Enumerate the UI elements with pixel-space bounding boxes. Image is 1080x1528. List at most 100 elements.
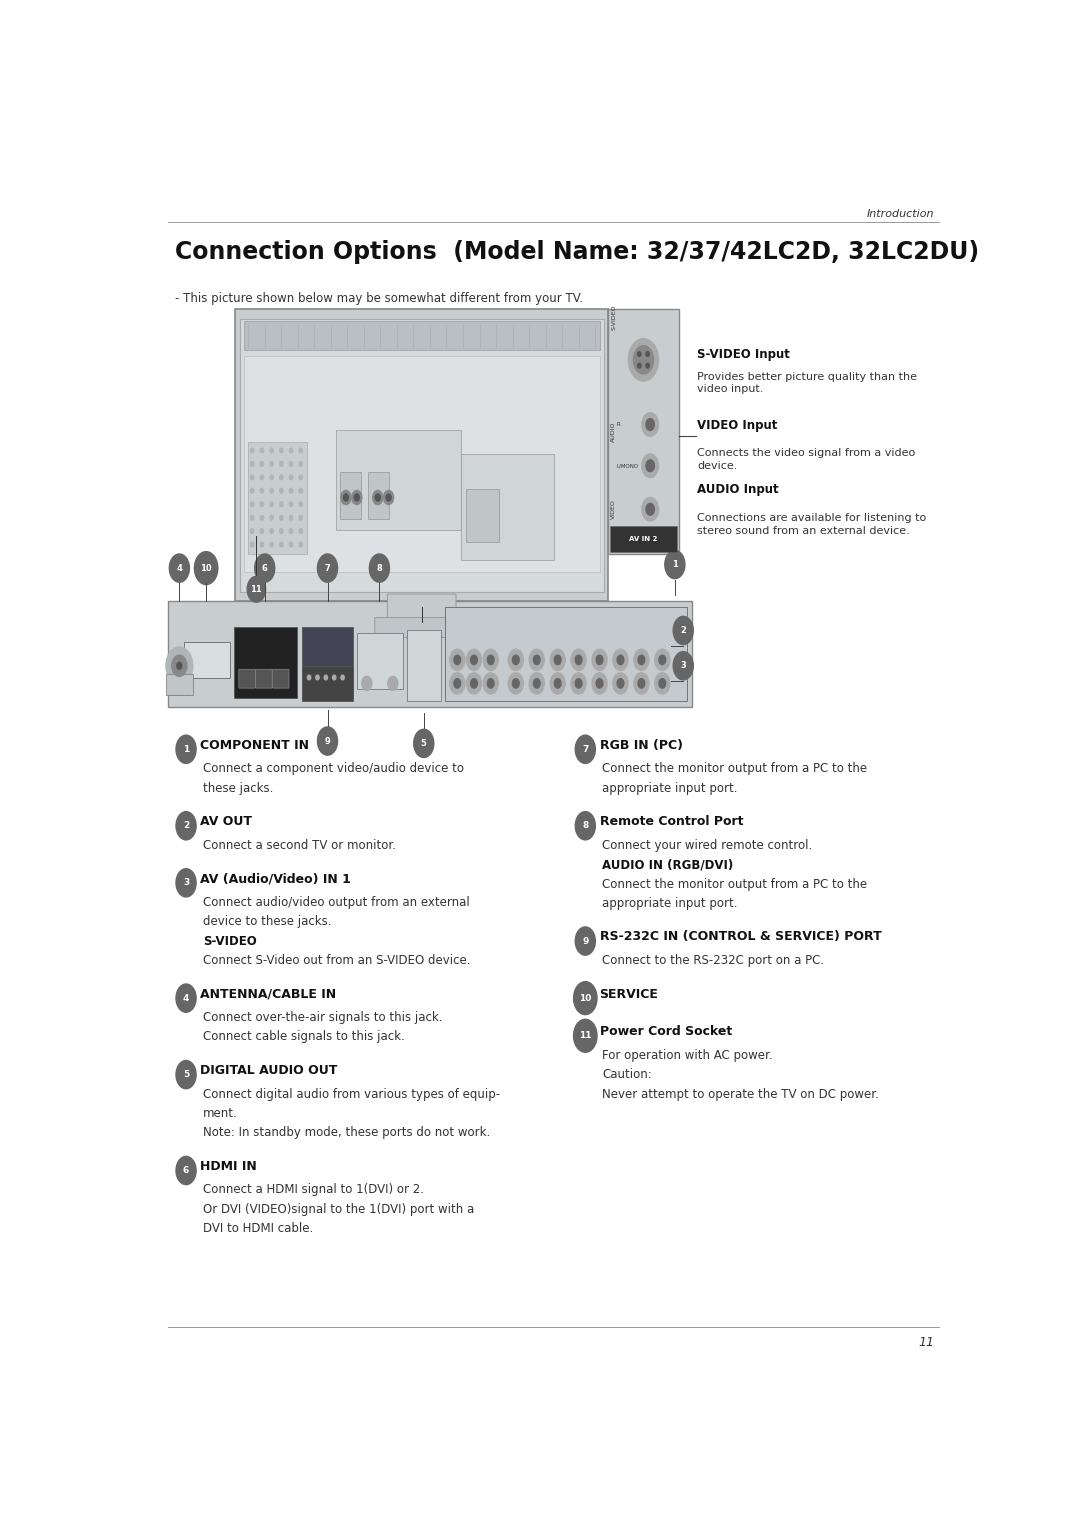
Text: Connect digital audio from various types of equip-: Connect digital audio from various types… bbox=[203, 1088, 500, 1100]
Circle shape bbox=[289, 501, 293, 507]
Circle shape bbox=[333, 675, 336, 680]
Text: R: R bbox=[617, 422, 620, 426]
Text: Connect S-Video out from an S-VIDEO device.: Connect S-Video out from an S-VIDEO devi… bbox=[203, 953, 470, 967]
Bar bbox=[184, 642, 230, 677]
Circle shape bbox=[260, 489, 264, 494]
Circle shape bbox=[383, 490, 393, 504]
Text: Connect a component video/audio device to: Connect a component video/audio device t… bbox=[203, 762, 463, 775]
Text: 2: 2 bbox=[183, 821, 189, 830]
Circle shape bbox=[270, 461, 273, 466]
Text: 9: 9 bbox=[325, 736, 330, 746]
Circle shape bbox=[299, 461, 302, 466]
Text: COMPONENT IN: COMPONENT IN bbox=[200, 738, 309, 752]
Circle shape bbox=[613, 672, 627, 694]
Circle shape bbox=[638, 678, 645, 688]
Circle shape bbox=[289, 448, 293, 452]
Circle shape bbox=[550, 649, 565, 671]
Text: Connect audio/video output from an external: Connect audio/video output from an exter… bbox=[203, 895, 470, 909]
Circle shape bbox=[352, 490, 362, 504]
Circle shape bbox=[176, 984, 197, 1012]
Circle shape bbox=[251, 489, 254, 494]
Text: (PC): (PC) bbox=[323, 657, 333, 662]
Text: For operation with AC power.: For operation with AC power. bbox=[602, 1048, 772, 1062]
Circle shape bbox=[659, 678, 665, 688]
Text: 5: 5 bbox=[183, 1070, 189, 1079]
Text: REMOTE: REMOTE bbox=[370, 666, 389, 669]
Circle shape bbox=[362, 677, 372, 691]
Text: 2: 2 bbox=[680, 626, 686, 636]
Circle shape bbox=[471, 656, 477, 665]
Bar bbox=[367, 472, 389, 518]
Text: Connect your wired remote control.: Connect your wired remote control. bbox=[602, 839, 812, 851]
Text: Connects the video signal from a video
device.: Connects the video signal from a video d… bbox=[698, 448, 916, 471]
Text: Connect cable signals to this jack.: Connect cable signals to this jack. bbox=[203, 1030, 405, 1044]
Text: AUDIO IN (RGB/DVI): AUDIO IN (RGB/DVI) bbox=[602, 859, 733, 871]
Circle shape bbox=[177, 662, 181, 669]
Bar bbox=[465, 489, 499, 542]
Circle shape bbox=[529, 649, 544, 671]
Text: SERVICE: SERVICE bbox=[599, 987, 659, 1001]
Circle shape bbox=[634, 345, 653, 374]
Circle shape bbox=[576, 735, 595, 764]
Circle shape bbox=[487, 678, 494, 688]
Bar bbox=[175, 672, 190, 683]
Text: CONTROL: CONTROL bbox=[369, 675, 390, 678]
Text: 9: 9 bbox=[582, 937, 589, 946]
Circle shape bbox=[260, 515, 264, 520]
Circle shape bbox=[280, 542, 283, 547]
Text: ANTENNA/
CABLE IN: ANTENNA/ CABLE IN bbox=[168, 689, 190, 697]
Circle shape bbox=[596, 678, 603, 688]
Circle shape bbox=[176, 1060, 197, 1089]
Circle shape bbox=[176, 1157, 197, 1184]
Circle shape bbox=[571, 649, 586, 671]
Text: Connection Options  (Model Name: 32/37/42LC2D, 32LC2DU): Connection Options (Model Name: 32/37/42… bbox=[175, 240, 980, 264]
Text: Connect a second TV or monitor.: Connect a second TV or monitor. bbox=[203, 839, 395, 851]
Circle shape bbox=[659, 656, 665, 665]
Text: Power Cord Socket: Power Cord Socket bbox=[599, 1025, 732, 1038]
Text: DVI to HDMI cable.: DVI to HDMI cable. bbox=[203, 1222, 313, 1235]
Text: S-VIDEO: S-VIDEO bbox=[612, 304, 617, 330]
Circle shape bbox=[341, 675, 345, 680]
Circle shape bbox=[280, 475, 283, 480]
Circle shape bbox=[299, 475, 302, 480]
Text: AUDIO Input: AUDIO Input bbox=[698, 483, 779, 497]
Bar bbox=[233, 626, 297, 697]
Circle shape bbox=[487, 656, 494, 665]
Text: Provides better picture quality than the
video input.: Provides better picture quality than the… bbox=[698, 371, 918, 394]
Circle shape bbox=[170, 555, 189, 582]
Circle shape bbox=[673, 651, 693, 680]
Circle shape bbox=[646, 351, 649, 356]
Text: S-VIDEO Input: S-VIDEO Input bbox=[698, 348, 791, 361]
Circle shape bbox=[270, 529, 273, 533]
FancyBboxPatch shape bbox=[272, 669, 289, 688]
Circle shape bbox=[617, 656, 624, 665]
Text: VIDEO Input: VIDEO Input bbox=[698, 419, 778, 432]
Circle shape bbox=[509, 649, 524, 671]
Text: 7: 7 bbox=[325, 564, 330, 573]
Circle shape bbox=[251, 529, 254, 533]
Circle shape bbox=[251, 542, 254, 547]
Text: RS-232C IN (CONTROL & SERVICE) PORT: RS-232C IN (CONTROL & SERVICE) PORT bbox=[599, 931, 881, 943]
Circle shape bbox=[646, 460, 654, 472]
FancyBboxPatch shape bbox=[235, 309, 608, 601]
Circle shape bbox=[573, 1019, 597, 1053]
Text: device to these jacks.: device to these jacks. bbox=[203, 915, 332, 927]
Circle shape bbox=[576, 678, 582, 688]
Bar bbox=[166, 674, 192, 695]
Text: DIGITAL
AUDIO
OUT: DIGITAL AUDIO OUT bbox=[416, 681, 432, 694]
Text: 11: 11 bbox=[251, 585, 262, 594]
Circle shape bbox=[308, 675, 311, 680]
Circle shape bbox=[534, 678, 540, 688]
Circle shape bbox=[318, 727, 338, 755]
Text: 11: 11 bbox=[579, 1031, 592, 1041]
Text: AUDIO: AUDIO bbox=[611, 422, 617, 442]
Circle shape bbox=[280, 501, 283, 507]
Circle shape bbox=[375, 494, 380, 501]
Circle shape bbox=[509, 672, 524, 694]
Circle shape bbox=[343, 494, 349, 501]
Circle shape bbox=[166, 646, 192, 685]
Bar bbox=[461, 454, 554, 559]
FancyBboxPatch shape bbox=[240, 319, 604, 591]
Circle shape bbox=[251, 515, 254, 520]
Circle shape bbox=[646, 364, 649, 368]
